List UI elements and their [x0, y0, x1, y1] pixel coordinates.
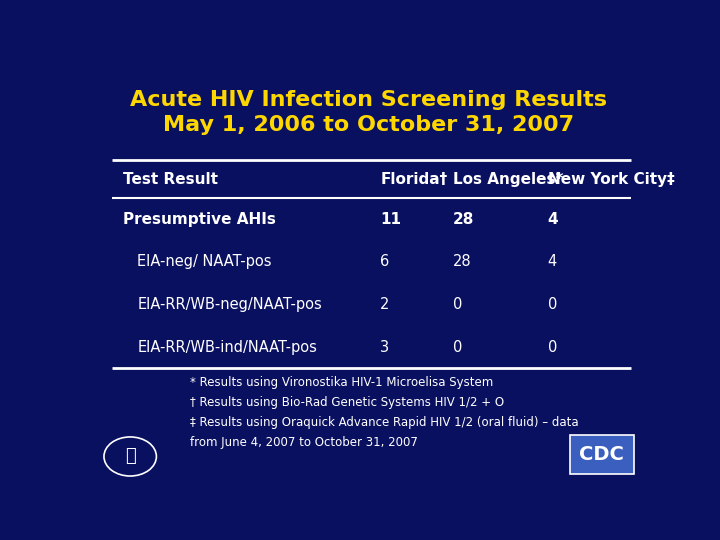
Text: from June 4, 2007 to October 31, 2007: from June 4, 2007 to October 31, 2007: [190, 436, 418, 449]
Text: 0: 0: [453, 340, 462, 355]
Text: 28: 28: [453, 254, 472, 269]
Text: Florida†: Florida†: [380, 172, 447, 187]
Text: EIA-RR/WB-neg/NAAT-pos: EIA-RR/WB-neg/NAAT-pos: [138, 297, 322, 312]
Text: 11: 11: [380, 212, 401, 227]
FancyBboxPatch shape: [570, 435, 634, 474]
Text: 3: 3: [380, 340, 390, 355]
Text: May 1, 2006 to October 31, 2007: May 1, 2006 to October 31, 2007: [163, 115, 575, 135]
Text: New York City‡: New York City‡: [547, 172, 675, 187]
Text: 🦅: 🦅: [125, 448, 135, 465]
Text: † Results using Bio-Rad Genetic Systems HIV 1/2 + O: † Results using Bio-Rad Genetic Systems …: [190, 396, 505, 409]
Text: 0: 0: [547, 340, 557, 355]
Text: Los Angeles*: Los Angeles*: [453, 172, 563, 187]
Text: Acute HIV Infection Screening Results: Acute HIV Infection Screening Results: [130, 90, 608, 110]
Text: EIA-RR/WB-ind/NAAT-pos: EIA-RR/WB-ind/NAAT-pos: [138, 340, 318, 355]
Text: CDC: CDC: [580, 445, 624, 464]
Text: 4: 4: [547, 212, 558, 227]
Text: Presumptive AHIs: Presumptive AHIs: [124, 212, 276, 227]
Text: Test Result: Test Result: [124, 172, 218, 187]
Text: * Results using Vironostika HIV-1 Microelisa System: * Results using Vironostika HIV-1 Microe…: [190, 376, 494, 389]
Text: 6: 6: [380, 254, 390, 269]
Text: ‡ Results using Oraquick Advance Rapid HIV 1/2 (oral fluid) – data: ‡ Results using Oraquick Advance Rapid H…: [190, 416, 579, 429]
Text: 4: 4: [547, 254, 557, 269]
Text: EIA-neg/ NAAT-pos: EIA-neg/ NAAT-pos: [138, 254, 272, 269]
Text: 28: 28: [453, 212, 474, 227]
Text: 0: 0: [547, 297, 557, 312]
Text: 2: 2: [380, 297, 390, 312]
Text: 0: 0: [453, 297, 462, 312]
